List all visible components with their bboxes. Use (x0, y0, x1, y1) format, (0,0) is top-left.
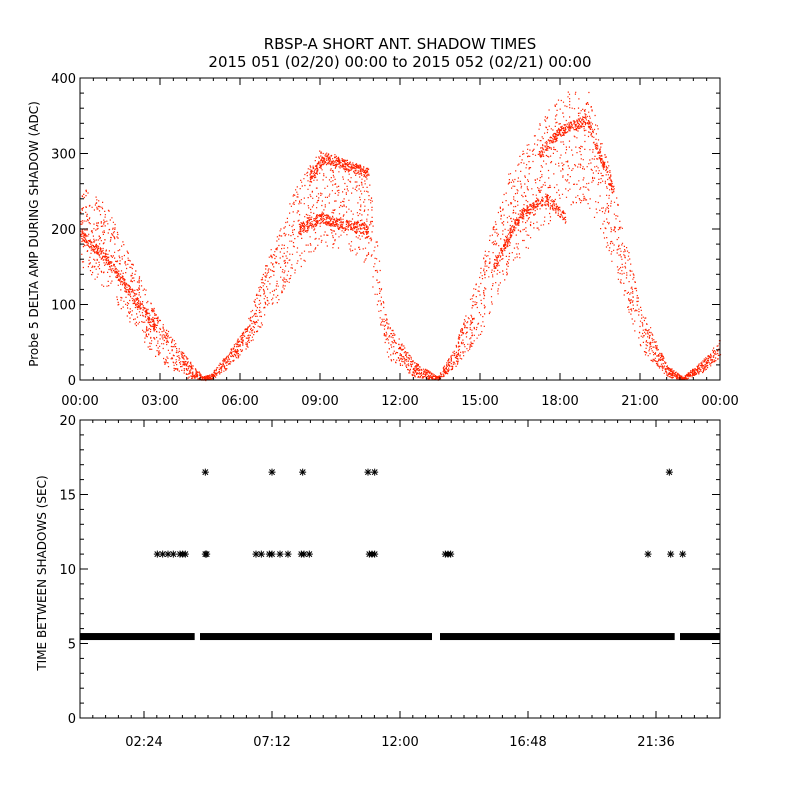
asterisk-point (364, 468, 372, 476)
delta-amp-x-tick-label: 00:00 (701, 394, 738, 409)
asterisk-point (305, 550, 313, 558)
baseline-interval-band (80, 633, 195, 641)
time-between-shadows-y-axis-label: TIME BETWEEN SHADOWS (SEC) (35, 475, 49, 671)
delta-amp-panel: 00:00 03:00 06:00 09:00 12:00 15:00 18:00 21:00… (27, 72, 739, 409)
time-between-shadows-panel: 02:24 07:12 12:00 16:48 21:36 0 5 10 15 20 TIME B… (35, 414, 721, 750)
delta-amp-x-tick-label: 06:00 (221, 394, 258, 409)
time-between-shadows-x-tick-label: 16:48 (509, 735, 546, 750)
asterisk-point (268, 550, 276, 558)
baseline-interval-band (440, 633, 675, 641)
time-between-shadows-x-tick-label: 02:24 (125, 735, 162, 750)
delta-amp-points (80, 91, 722, 382)
delta-amp-scatter-points (80, 91, 722, 382)
delta-amp-x-tick-label: 18:00 (541, 394, 578, 409)
time-between-shadows-plot-frame (79, 419, 721, 719)
time-between-shadows-x-tick-label: 07:12 (253, 735, 290, 750)
asterisk-point (268, 468, 276, 476)
delta-amp-y-tick-label: 100 (51, 299, 76, 314)
time-between-shadows-x-tick-label: 12:00 (381, 735, 418, 750)
delta-amp-y-tick-label: 200 (51, 223, 76, 238)
asterisk-point (371, 468, 379, 476)
asterisk-point (299, 468, 307, 476)
asterisk-point (447, 550, 455, 558)
time-between-shadows-y-tick-label: 5 (68, 638, 76, 653)
time-between-shadows-axes: 02:24 07:12 12:00 16:48 21:36 0 5 10 15 20 (59, 414, 720, 750)
delta-amp-x-tick-label: 00:00 (61, 394, 98, 409)
asterisk-point (203, 550, 211, 558)
asterisk-point (201, 468, 209, 476)
delta-amp-y-axis-label: Probe 5 DELTA AMP DURING SHADOW (ADC) (27, 101, 41, 367)
delta-amp-y-tick-label: 300 (51, 148, 76, 163)
chart-title-line2: 2015 051 (02/20) 00:00 to 2015 052 (02/2… (208, 53, 591, 71)
time-between-shadows-y-tick-label: 10 (59, 563, 76, 578)
asterisk-point (371, 550, 379, 558)
delta-amp-y-tick-label: 0 (68, 374, 76, 389)
asterisk-point (665, 468, 673, 476)
baseline-interval-band (200, 633, 432, 641)
time-between-shadows-y-tick-label: 15 (59, 489, 76, 504)
asterisk-point (276, 550, 284, 558)
chart-title-line1: RBSP-A SHORT ANT. SHADOW TIMES (264, 35, 537, 53)
time-between-shadows-points (80, 468, 720, 641)
delta-amp-x-tick-label: 15:00 (461, 394, 498, 409)
asterisk-point (644, 550, 652, 558)
asterisk-point (257, 550, 265, 558)
time-between-shadows-x-tick-label: 21:36 (637, 735, 674, 750)
time-between-shadows-y-tick-label: 20 (59, 414, 76, 429)
delta-amp-y-tick-label: 400 (51, 72, 76, 87)
time-between-shadows-y-tick-label: 0 (68, 712, 76, 727)
delta-amp-x-tick-label: 12:00 (381, 394, 418, 409)
delta-amp-axes: 00:00 03:00 06:00 09:00 12:00 15:00 18:00 21:00… (51, 72, 739, 409)
asterisk-point (667, 550, 675, 558)
delta-amp-plot-frame (79, 77, 721, 381)
baseline-interval-band (680, 633, 720, 641)
asterisk-point (679, 550, 687, 558)
asterisk-point (181, 550, 189, 558)
delta-amp-x-tick-label: 09:00 (301, 394, 338, 409)
delta-amp-x-tick-label: 21:00 (621, 394, 658, 409)
asterisk-point (169, 550, 177, 558)
delta-amp-x-tick-label: 03:00 (141, 394, 178, 409)
asterisk-point (284, 550, 292, 558)
